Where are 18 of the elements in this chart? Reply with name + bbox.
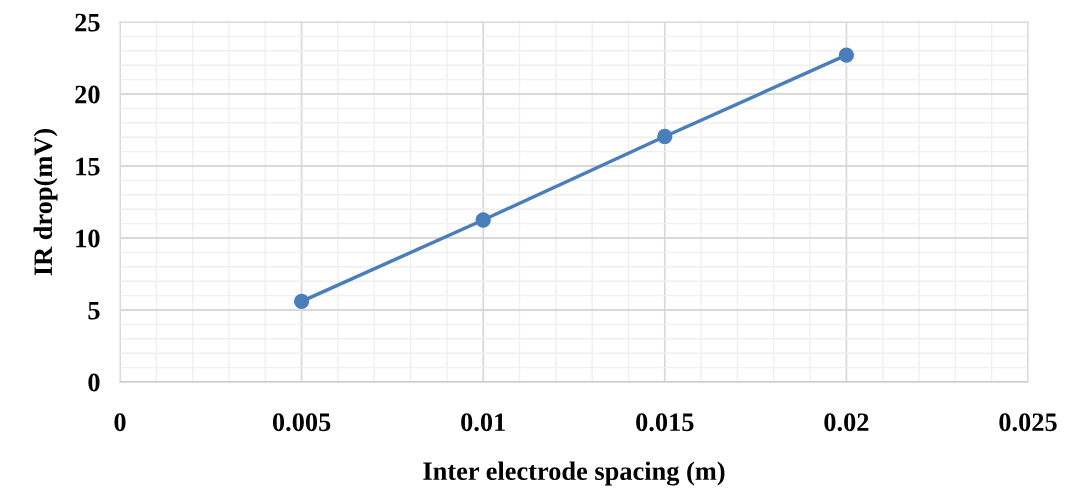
x-tick-label: 0.02	[824, 413, 869, 432]
x-tick-label: 0.025	[999, 413, 1057, 432]
y-tick-label: 15	[76, 157, 100, 176]
point	[293, 293, 310, 309]
y-tick-label: 20	[75, 85, 100, 104]
y-tick-label: 0	[88, 373, 100, 392]
y-tick-label: 25	[75, 13, 100, 32]
x-tick-label: 0.015	[636, 413, 694, 432]
point	[657, 128, 673, 145]
x-axis-title: Inter electrode spacing (m)	[423, 461, 725, 486]
y-tick-label: 10	[76, 229, 100, 248]
x-tick-label: 0.005	[272, 413, 331, 432]
point	[475, 212, 491, 228]
point	[838, 47, 855, 63]
x-tick-label: 0.01	[461, 413, 505, 432]
x-tick-label: 0	[114, 413, 126, 432]
y-axis-title: IR drop(mV)	[33, 128, 58, 276]
y-tick-label: 5	[88, 301, 100, 320]
